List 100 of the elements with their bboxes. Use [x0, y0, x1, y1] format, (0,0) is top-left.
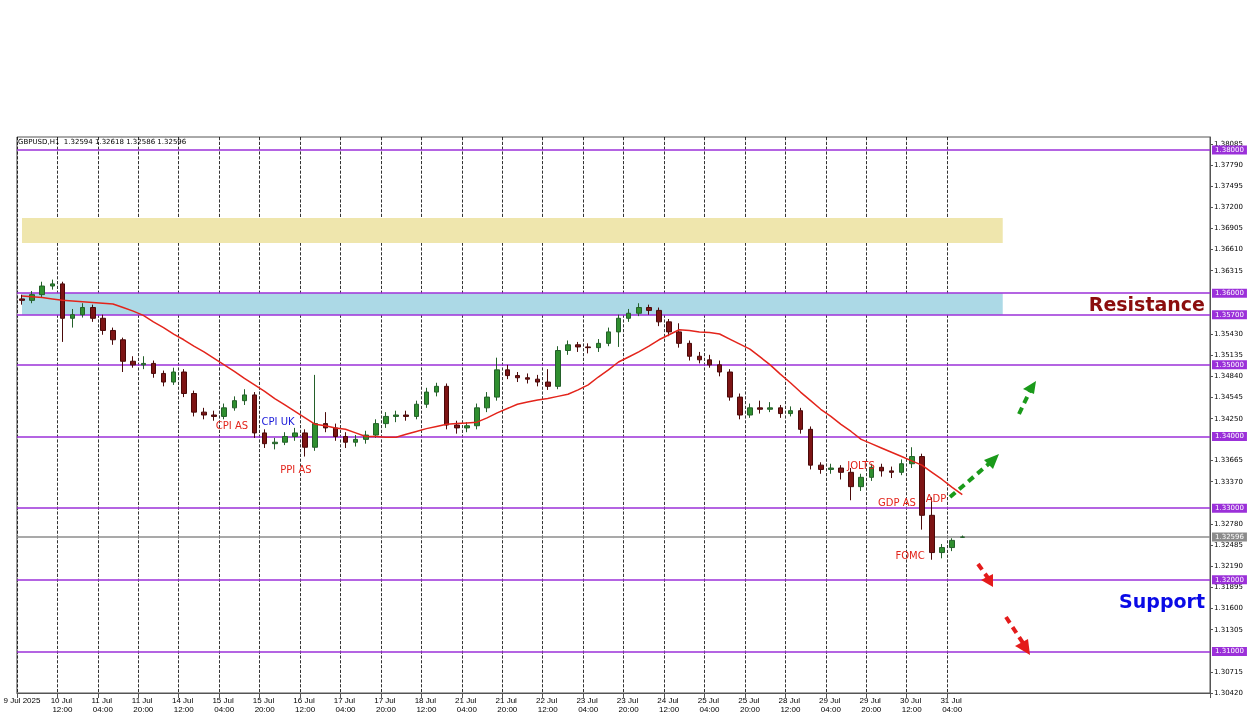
candlestick	[211, 410, 217, 422]
candlestick	[717, 360, 722, 377]
candlestick	[646, 304, 652, 316]
x-tick-label: 11 Jul 04:00	[91, 696, 115, 714]
annotation: CPI AS	[215, 419, 249, 431]
x-tick-label: 9 Jul 2025	[3, 696, 41, 705]
candlestick	[535, 374, 540, 387]
candlestick	[757, 400, 763, 415]
candlestick	[575, 341, 581, 353]
candlestick	[596, 338, 601, 353]
candlestick	[302, 428, 308, 458]
candlestick	[100, 314, 106, 336]
candlestick	[626, 308, 631, 323]
candlestick	[120, 337, 126, 373]
x-tick-label: 25 Jul 04:00	[697, 696, 722, 714]
candlestick	[383, 411, 389, 429]
candlestick	[858, 473, 864, 492]
candlestick	[676, 322, 682, 349]
candlestick	[960, 535, 965, 539]
candlestick	[151, 360, 156, 379]
candlestick	[252, 391, 257, 439]
candlestick	[444, 382, 449, 430]
candlestick	[788, 405, 793, 417]
annotation: FOMC	[895, 549, 925, 561]
x-tick-label: 28 Jul 12:00	[778, 696, 803, 714]
candlestick	[666, 318, 672, 337]
candlestick	[454, 420, 460, 435]
candlestick	[80, 302, 85, 319]
candlestick	[414, 400, 419, 420]
candlestick	[201, 407, 207, 420]
candlestick	[353, 434, 358, 448]
candlestick	[687, 339, 692, 362]
candlestick	[818, 461, 824, 475]
candlestick	[515, 371, 520, 383]
candlestick	[191, 390, 197, 417]
candlestick	[282, 431, 288, 446]
candlestick	[333, 423, 338, 442]
x-tick-label: 23 Jul 04:00	[576, 696, 600, 714]
candlestick	[474, 403, 480, 430]
candlestick	[879, 463, 884, 478]
x-tick-label: 25 Jul 20:00	[738, 696, 762, 714]
candlestick	[505, 364, 510, 380]
candlestick	[565, 339, 571, 356]
x-tick-label: 17 Jul 04:00	[333, 696, 358, 714]
candlestick	[899, 458, 904, 476]
candlestick	[889, 466, 894, 479]
x-tick-label: 31 Jul 04:00	[940, 696, 964, 714]
x-tick-label: 23 Jul 20:00	[616, 696, 641, 714]
candlestick	[171, 367, 176, 386]
candlestick	[262, 428, 267, 449]
candlestick	[242, 388, 247, 406]
x-tick-label: 18 Jul 12:00	[414, 696, 439, 714]
candlestick	[19, 294, 25, 306]
candlestick	[232, 395, 237, 412]
candlestick	[464, 421, 470, 433]
candlestick	[828, 463, 834, 475]
candlestick	[130, 355, 136, 369]
candlestick	[606, 327, 611, 347]
annotation: PPI AS	[280, 463, 312, 475]
annotation: CPI UK	[261, 415, 295, 427]
candlestick	[181, 368, 187, 398]
candlestick	[697, 351, 702, 364]
candlestick	[221, 403, 227, 420]
candlestick	[141, 355, 146, 370]
x-tick-label: 21 Jul 04:00	[455, 696, 479, 714]
x-tick-label: 10 Jul 12:00	[50, 696, 75, 714]
x-tick-label: 24 Jul 12:00	[657, 696, 681, 714]
candlestick	[292, 427, 298, 442]
x-tick-label: 21 Jul 20:00	[495, 696, 520, 714]
candlestick	[656, 307, 662, 327]
annotation: ADP	[925, 492, 947, 504]
line-series	[21, 295, 964, 496]
annotation: GDP AS	[878, 496, 916, 508]
candlestick	[484, 391, 490, 413]
candlestick	[808, 425, 813, 470]
candlestick	[707, 354, 712, 369]
candlestick	[545, 368, 551, 391]
candlestick	[161, 370, 166, 387]
candlestick	[798, 407, 803, 435]
candlestick	[60, 281, 65, 343]
candlestick	[343, 431, 348, 449]
candlestick	[39, 281, 45, 298]
candlestick	[272, 437, 278, 450]
candlestick	[727, 368, 733, 402]
candlestick	[393, 410, 399, 423]
x-tick-label: 29 Jul 04:00	[819, 696, 843, 714]
candlestick	[949, 537, 955, 552]
x-tick-label: 11 Jul 20:00	[131, 696, 155, 714]
candlestick	[555, 345, 561, 390]
candlestick	[90, 304, 96, 323]
candlestick	[403, 410, 409, 422]
x-tick-label: 16 Jul 12:00	[293, 696, 317, 714]
candlestick	[838, 464, 844, 480]
candlestick	[636, 302, 642, 317]
candlestick	[747, 403, 753, 419]
x-tick-label: 22 Jul 12:00	[535, 696, 560, 714]
candlestick	[525, 372, 530, 384]
x-tick-label: 17 Jul 20:00	[374, 696, 398, 714]
candlestick	[424, 387, 429, 409]
x-tick-label: 14 Jul 12:00	[171, 696, 196, 714]
